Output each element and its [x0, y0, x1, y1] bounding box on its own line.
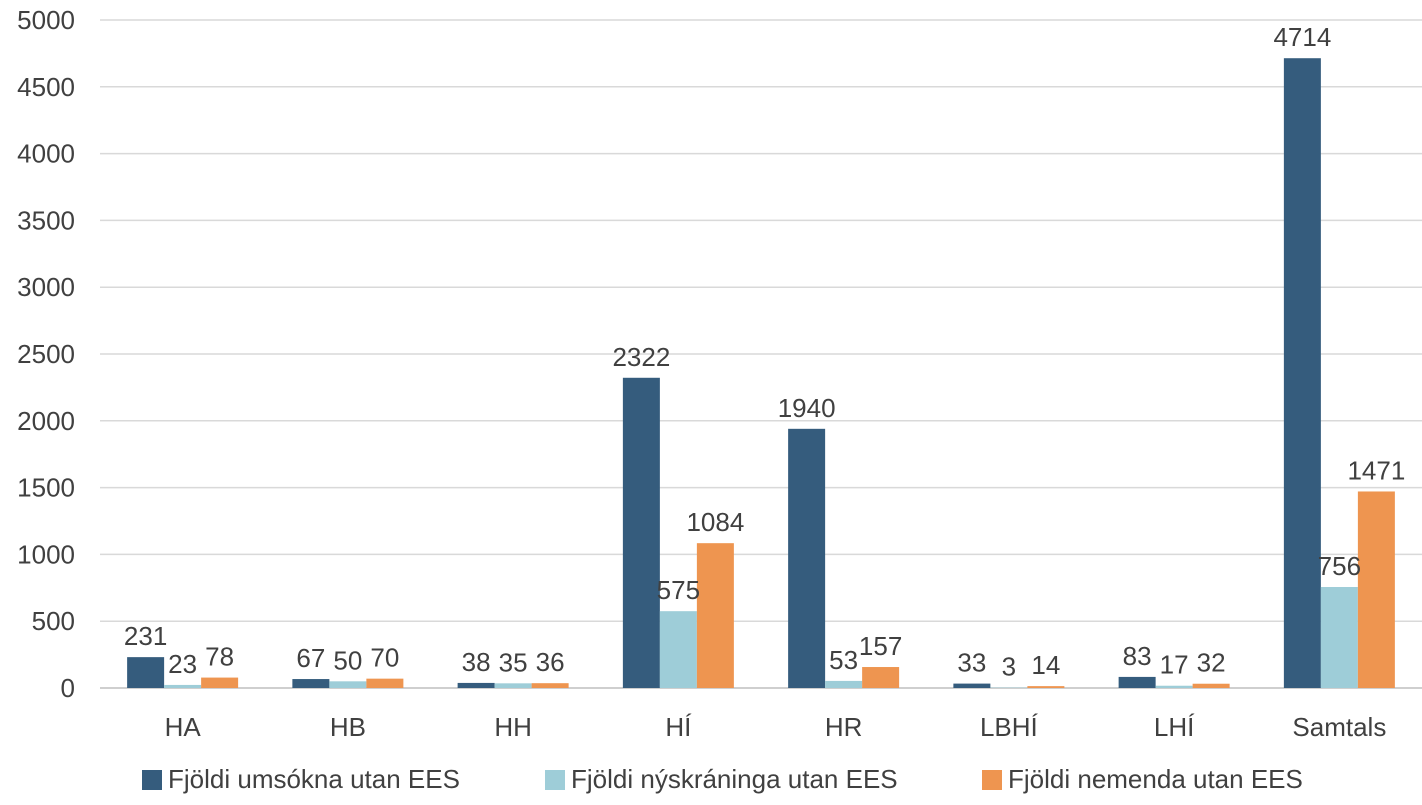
data-label: 32: [1197, 648, 1226, 678]
y-tick-label: 5000: [17, 5, 75, 35]
legend-swatch: [545, 770, 565, 790]
x-category-label: LBHÍ: [980, 712, 1039, 742]
x-category-label: HB: [330, 712, 366, 742]
data-label: 231: [124, 621, 167, 651]
data-label: 78: [205, 642, 234, 672]
y-tick-label: 2500: [17, 339, 75, 369]
bar-2: [1155, 685, 1193, 688]
legend-label: Fjöldi nýskráninga utan EES: [571, 764, 898, 794]
x-category-label: HÍ: [665, 712, 692, 742]
bar-1: [292, 679, 330, 688]
data-label: 50: [333, 645, 362, 675]
bar-1: [1118, 676, 1156, 688]
bar-3: [201, 677, 239, 688]
y-tick-label: 1000: [17, 539, 75, 569]
bar-3: [1192, 683, 1230, 688]
y-tick-label: 4500: [17, 72, 75, 102]
y-tick-label: 3000: [17, 272, 75, 302]
y-tick-label: 4000: [17, 139, 75, 169]
bar-2: [164, 684, 202, 688]
legend-swatch: [142, 770, 162, 790]
bar-1: [953, 683, 991, 688]
bars: [127, 58, 1395, 689]
gridlines: [100, 19, 1422, 689]
bar-3: [366, 678, 404, 688]
legend-swatch: [982, 770, 1002, 790]
data-label: 70: [370, 643, 399, 673]
data-label: 23: [168, 649, 197, 679]
x-category-label: HH: [494, 712, 532, 742]
y-tick-label: 500: [32, 606, 75, 636]
bar-1: [1283, 58, 1321, 689]
y-axis-ticks: 0 500 1000 1500 2000 2500 3000 3500 4000 4500 5000: [17, 5, 75, 703]
data-label: 4714: [1273, 22, 1331, 52]
bar-2: [659, 611, 697, 688]
bar-1: [788, 428, 826, 688]
bar-2: [1320, 586, 1358, 688]
bar-1: [622, 377, 660, 688]
data-label: 575: [657, 575, 700, 605]
y-tick-label: 0: [61, 673, 75, 703]
data-label: 3: [1002, 652, 1016, 682]
bar-2: [494, 683, 532, 688]
y-tick-label: 2000: [17, 406, 75, 436]
bar-1: [457, 682, 495, 688]
x-axis-categories: HA HB HH HÍ HR LBHÍ LHÍ Samtals: [165, 712, 1387, 742]
data-label: 53: [829, 645, 858, 675]
y-tick-label: 1500: [17, 473, 75, 503]
data-label: 157: [859, 631, 902, 661]
data-label: 36: [536, 647, 565, 677]
bar-3: [696, 543, 734, 688]
data-label: 17: [1160, 650, 1189, 680]
data-label: 83: [1123, 641, 1152, 671]
legend-label: Fjöldi nemenda utan EES: [1008, 764, 1303, 794]
x-category-label: HA: [165, 712, 202, 742]
legend: Fjöldi umsókna utan EES Fjöldi nýskráning…: [142, 764, 1303, 794]
data-label: 1940: [778, 393, 836, 423]
bar-2: [825, 680, 863, 688]
bar-3: [862, 667, 900, 688]
data-label: 1084: [686, 507, 744, 537]
x-category-label: LHÍ: [1154, 712, 1195, 742]
data-label: 33: [957, 648, 986, 678]
legend-label: Fjöldi umsókna utan EES: [168, 764, 460, 794]
bar-3: [531, 683, 569, 688]
bar-1: [127, 657, 165, 688]
bar-3: [1027, 686, 1065, 688]
data-label: 2322: [612, 342, 670, 372]
data-label: 1471: [1347, 455, 1405, 485]
x-category-label: HR: [825, 712, 863, 742]
y-tick-label: 3500: [17, 205, 75, 235]
data-label: 35: [499, 647, 528, 677]
data-label: 38: [462, 647, 491, 677]
data-label: 67: [296, 643, 325, 673]
x-category-label: Samtals: [1292, 712, 1386, 742]
data-label: 14: [1031, 650, 1060, 680]
bar-2: [329, 681, 367, 688]
data-label: 756: [1318, 551, 1361, 581]
bar-3: [1357, 491, 1395, 688]
